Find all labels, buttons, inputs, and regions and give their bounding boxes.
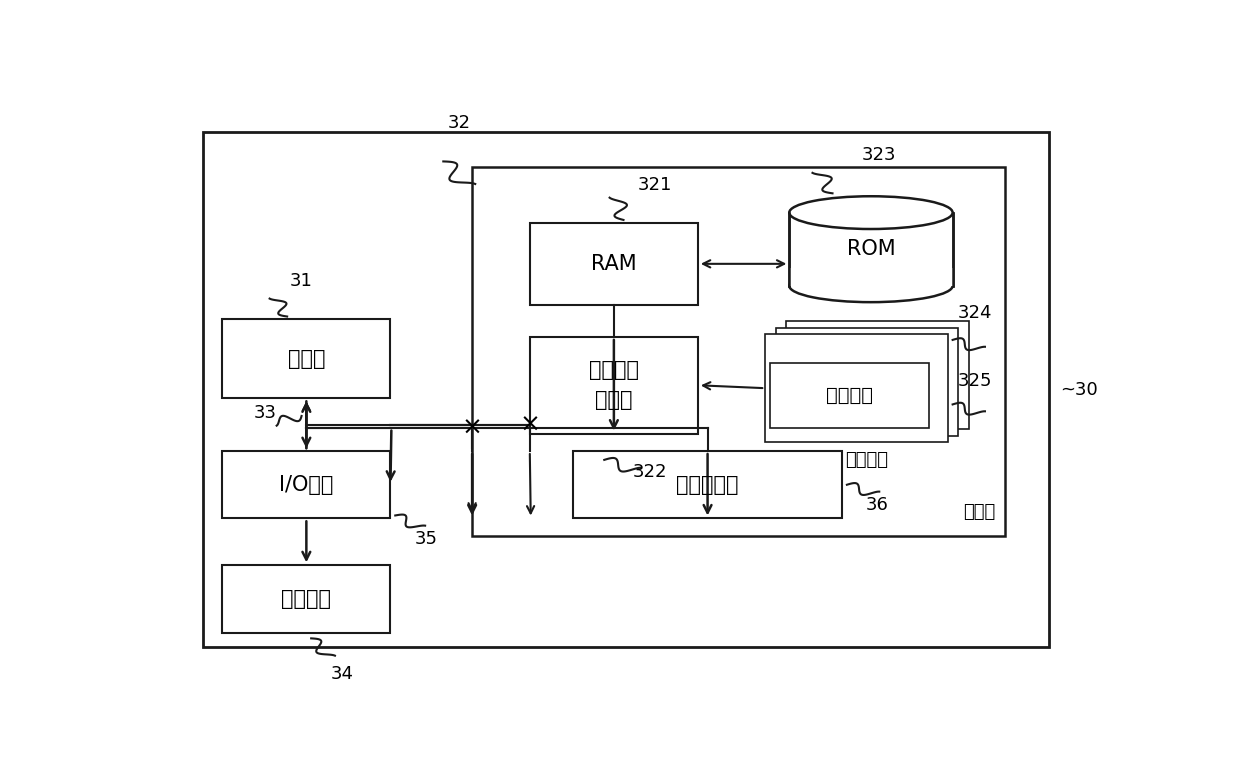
FancyBboxPatch shape — [786, 321, 968, 429]
Text: 324: 324 — [957, 304, 992, 322]
Text: 程序模块: 程序模块 — [826, 386, 873, 405]
FancyBboxPatch shape — [203, 132, 1049, 648]
Text: 存储器: 存储器 — [963, 503, 996, 521]
Text: 325: 325 — [957, 372, 992, 390]
FancyBboxPatch shape — [472, 167, 1006, 536]
Text: ×: × — [461, 416, 482, 440]
Text: 处理器: 处理器 — [288, 349, 325, 369]
FancyBboxPatch shape — [770, 363, 929, 428]
Text: RAM: RAM — [591, 254, 636, 274]
Text: 34: 34 — [330, 665, 353, 682]
Text: 322: 322 — [634, 463, 667, 481]
Text: 35: 35 — [414, 530, 438, 548]
Text: 高速缓存
存储器: 高速缓存 存储器 — [589, 360, 639, 410]
FancyBboxPatch shape — [529, 337, 698, 433]
FancyBboxPatch shape — [222, 565, 391, 632]
Text: ×: × — [520, 413, 541, 437]
Text: 外部设备: 外部设备 — [281, 589, 331, 609]
FancyBboxPatch shape — [222, 319, 391, 398]
FancyBboxPatch shape — [573, 451, 842, 518]
Text: 323: 323 — [862, 146, 895, 164]
FancyBboxPatch shape — [789, 213, 952, 286]
Text: 网络适配器: 网络适配器 — [676, 475, 739, 495]
Text: ROM: ROM — [847, 239, 895, 259]
Text: 33: 33 — [253, 404, 277, 422]
Text: 32: 32 — [448, 114, 471, 132]
Ellipse shape — [789, 269, 952, 302]
Text: 程序工具: 程序工具 — [844, 451, 888, 469]
FancyBboxPatch shape — [789, 213, 952, 286]
FancyBboxPatch shape — [765, 334, 947, 442]
Text: I/O接口: I/O接口 — [279, 475, 334, 495]
FancyBboxPatch shape — [529, 223, 698, 305]
Text: 31: 31 — [290, 272, 312, 290]
Text: ~30: ~30 — [1060, 381, 1097, 399]
Text: 321: 321 — [637, 176, 672, 194]
FancyBboxPatch shape — [789, 268, 952, 286]
Text: 36: 36 — [867, 496, 889, 515]
FancyBboxPatch shape — [222, 451, 391, 518]
FancyBboxPatch shape — [776, 328, 959, 436]
Ellipse shape — [789, 196, 952, 229]
